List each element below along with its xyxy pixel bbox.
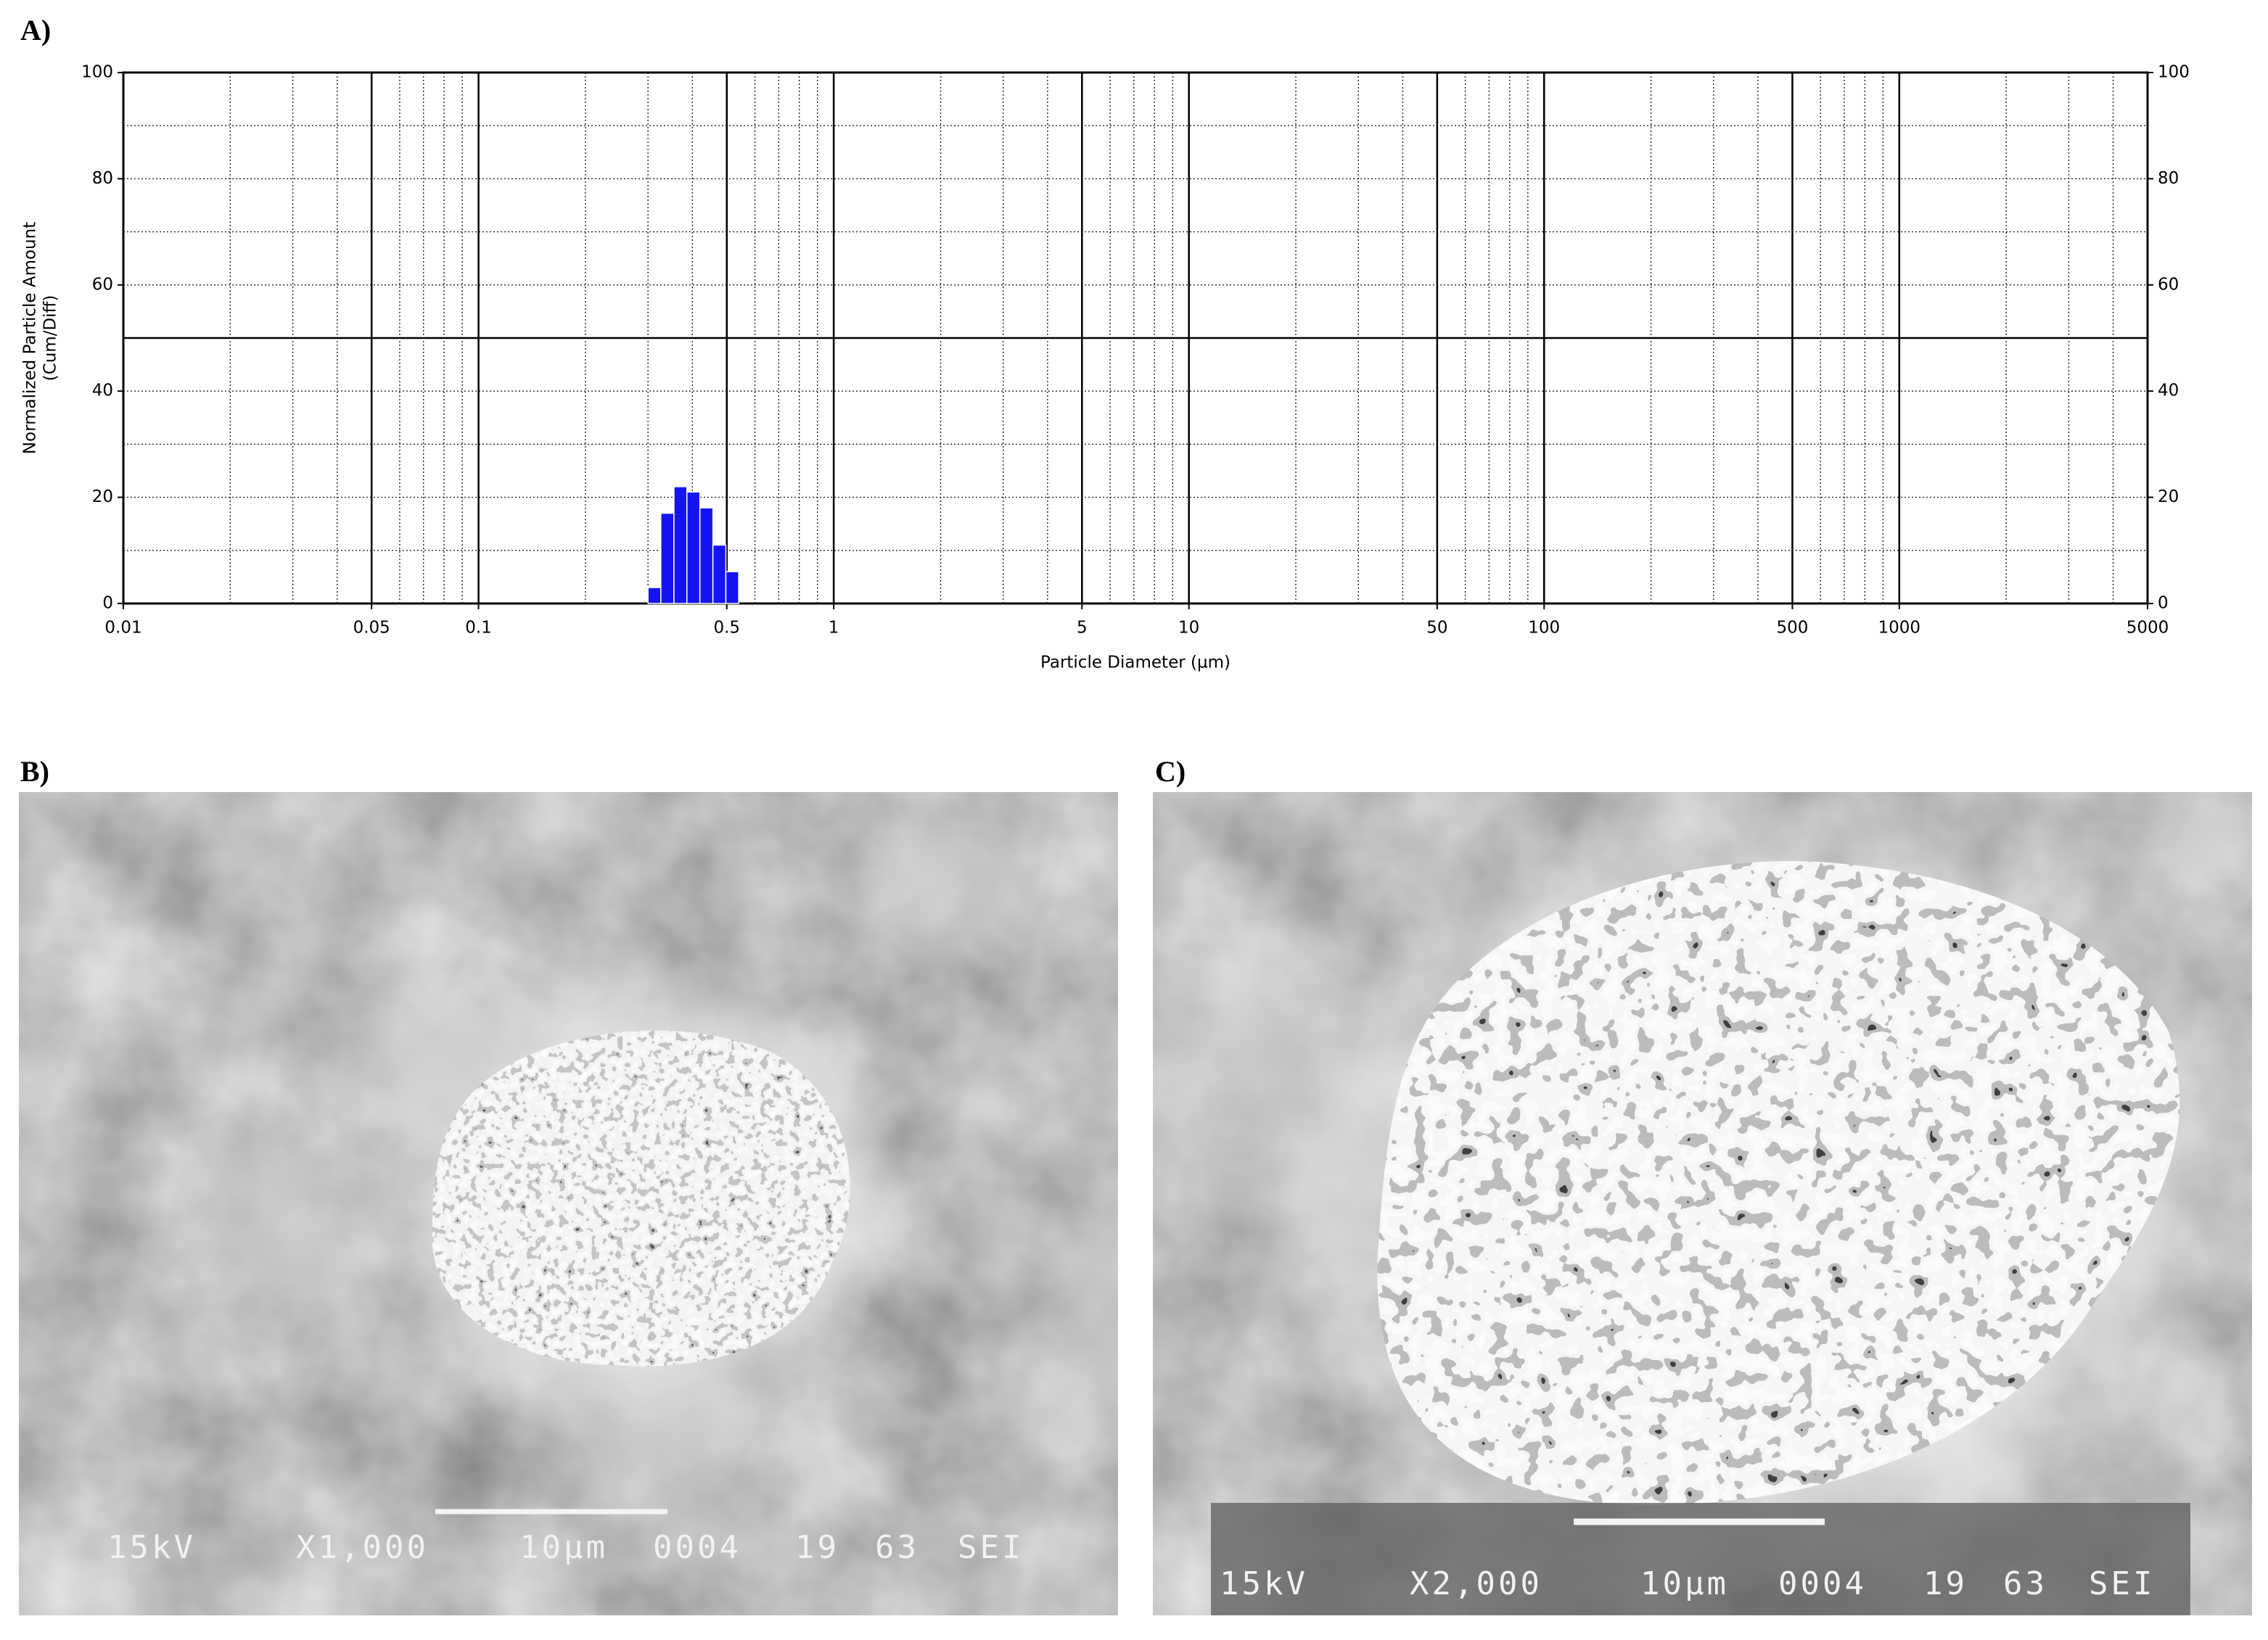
histogram-bar <box>673 486 688 604</box>
y-tick-label: 80 <box>92 169 113 188</box>
y2-tick-label: 80 <box>2158 169 2179 188</box>
x-tick-label: 5000 <box>2127 619 2169 638</box>
plot-frame <box>122 71 2149 605</box>
histogram-bar <box>660 512 675 604</box>
histogram-bar <box>725 571 739 604</box>
y-axis-label: (Cum/Diff) <box>41 295 60 382</box>
y-tick-label: 100 <box>81 63 113 82</box>
caption-text: 15kV <box>1220 1565 1308 1602</box>
caption-text: 0004 <box>1778 1565 1867 1602</box>
sem-panel: C) 15kV X2,000 10µm 0004 19 63 SEI <box>1153 755 2252 1615</box>
y2-tick-label: 20 <box>2158 487 2179 506</box>
histogram-bar <box>647 587 662 604</box>
sem-panel: B) 15kV X1,000 10µm 0004 19 63 SEI <box>19 755 1118 1615</box>
image-grain <box>19 792 1118 1615</box>
x-axis-label: Particle Diameter (µm) <box>1040 654 1230 672</box>
panel-label: C) <box>1155 755 1186 788</box>
panel-label: A) <box>20 14 51 46</box>
x-tick-label: 1000 <box>1878 619 1921 638</box>
y-tick-label: 60 <box>92 275 113 294</box>
caption: 15kV X2,000 10µm 0004 19 63 SEI <box>1220 1565 2155 1602</box>
x-tick-label: 1 <box>829 619 839 638</box>
caption-text: X1,000 <box>296 1529 429 1566</box>
x-tick-label: 100 <box>1528 619 1560 638</box>
y-tick-label: 40 <box>92 382 113 400</box>
histogram-bar <box>699 507 714 604</box>
caption-text: 63 <box>2003 1565 2047 1602</box>
x-tick-label: 500 <box>1776 619 1808 638</box>
histogram-bar <box>686 491 701 604</box>
y2-tick-label: 0 <box>2158 594 2169 613</box>
histogram-bar <box>712 544 727 604</box>
x-tick-label: 0.5 <box>713 619 740 638</box>
x-tick-label: 50 <box>1426 619 1447 638</box>
caption-text: 19 <box>1923 1565 1968 1602</box>
x-tick-label: 0.05 <box>353 619 390 638</box>
x-tick-label: 0.01 <box>104 619 141 638</box>
sem-image: 15kV X1,000 10µm 0004 19 63 SEI <box>19 792 1118 1615</box>
caption-text: 19 <box>795 1529 839 1566</box>
x-tick-label: 5 <box>1077 619 1088 638</box>
image-grain <box>1153 792 2252 1615</box>
y-tick-label: 20 <box>92 487 113 506</box>
x-tick-label: 0.1 <box>465 619 492 638</box>
caption-text: 10µm <box>519 1529 608 1566</box>
caption-text: 63 <box>875 1529 919 1566</box>
caption-text: SEI <box>2089 1565 2155 1602</box>
caption-text: SEI <box>958 1529 1024 1566</box>
caption-text: 10µm <box>1640 1565 1729 1602</box>
y-tick-label: 0 <box>102 594 113 613</box>
y2-tick-label: 100 <box>2158 63 2190 82</box>
sem-image: 15kV X2,000 10µm 0004 19 63 SEI <box>1153 792 2252 1615</box>
panel-label: B) <box>20 755 49 788</box>
y2-tick-label: 40 <box>2158 382 2179 400</box>
y2-tick-label: 60 <box>2158 275 2179 294</box>
y-axis-label: Normalized Particle Amount <box>21 222 40 454</box>
caption: 15kV X1,000 10µm 0004 19 63 SEI <box>107 1529 1024 1566</box>
x-tick-label: 10 <box>1178 619 1199 638</box>
caption-text: 0004 <box>653 1529 741 1566</box>
caption-text: 15kV <box>107 1529 196 1566</box>
caption-text: X2,000 <box>1410 1565 1542 1602</box>
